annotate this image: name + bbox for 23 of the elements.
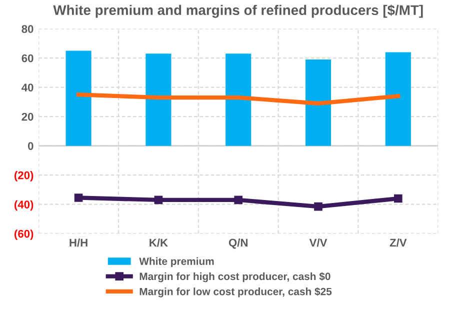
y-tick-label: (60) (14, 230, 34, 240)
y-tick-label: 40 (22, 84, 34, 92)
line-series (76, 92, 400, 106)
y-tick-label: (20) (14, 171, 34, 182)
point (234, 196, 243, 204)
y-tick-label: 60 (22, 54, 34, 62)
point (154, 196, 163, 204)
legend-label: Margin for low cost producer, cash $25 (140, 287, 332, 298)
y-tick-label: 20 (22, 112, 34, 121)
legend-label: White premium (139, 257, 214, 268)
y-tick-label: 80 (22, 25, 34, 33)
point (394, 194, 402, 203)
legend-label: Margin for high cost producer, cash $0 (140, 272, 330, 282)
y-tick-label: (40) (14, 200, 34, 211)
chart-title: White premium and margins of refined producers [$/MT] (53, 4, 423, 18)
point (314, 202, 322, 211)
y-tick-label: 0 (28, 142, 34, 150)
point (74, 194, 83, 202)
x-tick-label: V/V (309, 238, 328, 247)
x-tick-label: Q/N (228, 238, 248, 249)
x-tick-label: H/H (70, 238, 88, 247)
x-tick-label: Z/V (390, 238, 407, 247)
x-tick-label: K/K (150, 238, 168, 247)
